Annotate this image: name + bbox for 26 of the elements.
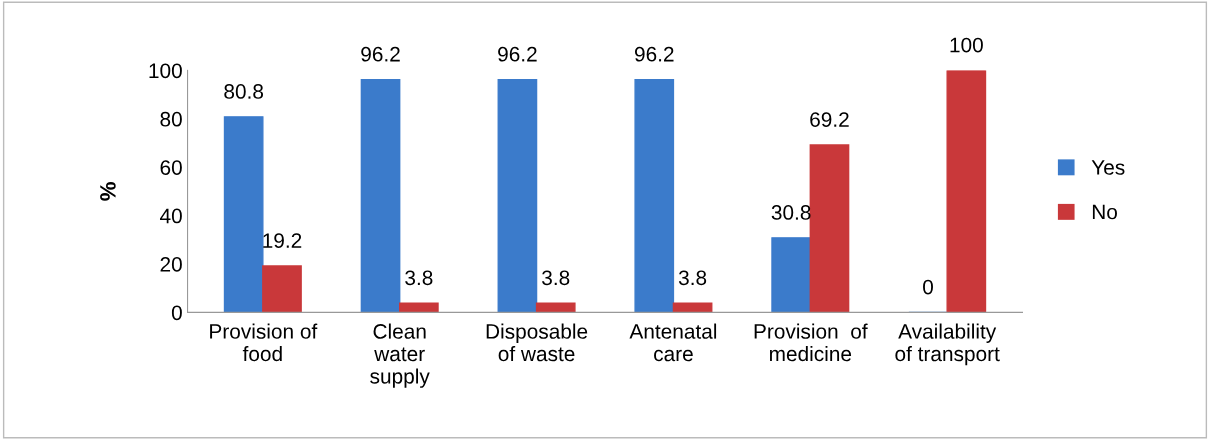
y-tick-label: 60 xyxy=(160,160,182,175)
y-tick-label: 40 xyxy=(160,208,182,224)
y-tick-label: 80 xyxy=(160,111,182,127)
legend-label: No xyxy=(1092,204,1117,220)
data-label: 69.2 xyxy=(810,112,849,127)
data-label: 0 xyxy=(923,279,933,295)
x-tick-label: Disposable of waste xyxy=(486,323,588,362)
data-label: 96.2 xyxy=(634,46,674,62)
x-tick-label: Availability of transport xyxy=(895,323,1000,366)
data-label: 19.2 xyxy=(263,233,302,248)
data-label: 3.8 xyxy=(678,270,707,286)
data-label: 3.8 xyxy=(542,270,570,286)
data-label: 96.2 xyxy=(361,46,400,62)
y-tick-label: 20 xyxy=(160,257,182,272)
x-tick-label: Provision of medicine xyxy=(754,323,868,362)
y-axis-title: % xyxy=(100,182,116,201)
data-label: 100 xyxy=(950,37,983,53)
x-tick-label: Provision of food xyxy=(210,323,318,362)
x-tick-label: Clean water supply xyxy=(370,323,430,388)
y-tick-label: 100 xyxy=(149,63,182,79)
y-tick-label: 0 xyxy=(171,305,182,321)
x-tick-label: Antenatal care xyxy=(629,323,717,362)
data-label: 3.8 xyxy=(405,270,433,286)
legend-label: Yes xyxy=(1091,160,1125,175)
data-label: 80.8 xyxy=(224,84,264,99)
data-label: 96.2 xyxy=(498,46,537,62)
